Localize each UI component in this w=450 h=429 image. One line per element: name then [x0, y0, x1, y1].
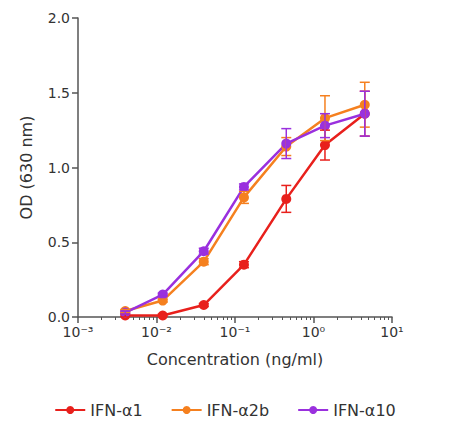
- svg-text:OD (630 nm): OD (630 nm): [17, 116, 36, 220]
- svg-text:10⁻²: 10⁻²: [141, 324, 172, 340]
- svg-text:10¹: 10¹: [380, 324, 403, 340]
- svg-text:2.0: 2.0: [48, 10, 70, 26]
- svg-text:10⁻³: 10⁻³: [63, 324, 94, 340]
- svg-text:10⁰: 10⁰: [302, 324, 326, 340]
- svg-text:Concentration (ng/ml): Concentration (ng/ml): [147, 350, 323, 369]
- svg-text:IFN-α1: IFN-α1: [90, 401, 142, 420]
- svg-text:1.5: 1.5: [48, 85, 70, 101]
- svg-text:0.0: 0.0: [48, 309, 70, 325]
- svg-text:IFN-α10: IFN-α10: [333, 401, 396, 420]
- svg-text:0.5: 0.5: [48, 234, 70, 250]
- svg-text:1.0: 1.0: [48, 160, 70, 176]
- svg-text:IFN-α2b: IFN-α2b: [207, 401, 270, 420]
- svg-text:10⁻¹: 10⁻¹: [220, 324, 251, 340]
